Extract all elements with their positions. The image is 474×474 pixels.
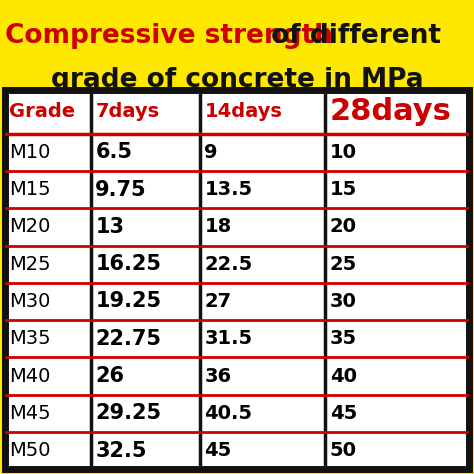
- Text: M35: M35: [9, 329, 51, 348]
- Text: 29.25: 29.25: [95, 403, 162, 423]
- Text: M30: M30: [9, 292, 51, 311]
- Text: M15: M15: [9, 180, 51, 199]
- Text: 50: 50: [330, 441, 357, 460]
- Text: M45: M45: [9, 404, 51, 423]
- Text: 28days: 28days: [330, 97, 452, 127]
- Text: 45: 45: [204, 441, 232, 460]
- Text: 27: 27: [204, 292, 232, 311]
- Text: 40.5: 40.5: [204, 404, 253, 423]
- Text: grade of concrete in MPa: grade of concrete in MPa: [51, 67, 423, 93]
- Text: M50: M50: [9, 441, 51, 460]
- Text: 6.5: 6.5: [95, 142, 132, 162]
- Text: 45: 45: [330, 404, 357, 423]
- Text: 10: 10: [330, 143, 357, 162]
- Text: 9: 9: [204, 143, 218, 162]
- Text: 15: 15: [330, 180, 357, 199]
- Text: 32.5: 32.5: [95, 441, 147, 461]
- Text: 31.5: 31.5: [204, 329, 253, 348]
- Text: of different: of different: [262, 23, 441, 49]
- Text: Compressive strength: Compressive strength: [5, 23, 333, 49]
- Text: M40: M40: [9, 366, 51, 385]
- Text: 13: 13: [95, 217, 124, 237]
- Text: 9.75: 9.75: [95, 180, 147, 200]
- Text: 40: 40: [330, 366, 357, 385]
- Text: M10: M10: [9, 143, 51, 162]
- Text: 20: 20: [330, 218, 357, 237]
- Text: 25: 25: [330, 255, 357, 273]
- Text: 18: 18: [204, 218, 232, 237]
- Text: M25: M25: [9, 255, 51, 273]
- Text: 16.25: 16.25: [95, 254, 161, 274]
- Text: 13.5: 13.5: [204, 180, 253, 199]
- Text: 22.5: 22.5: [204, 255, 253, 273]
- Text: Grade: Grade: [9, 102, 75, 121]
- Text: 7days: 7days: [95, 102, 159, 121]
- Text: 19.25: 19.25: [95, 292, 162, 311]
- Text: 22.75: 22.75: [95, 329, 161, 349]
- Text: 35: 35: [330, 329, 357, 348]
- Text: 36: 36: [204, 366, 232, 385]
- Text: 26: 26: [95, 366, 124, 386]
- Text: 30: 30: [330, 292, 357, 311]
- Text: M20: M20: [9, 218, 51, 237]
- Text: 14days: 14days: [204, 102, 283, 121]
